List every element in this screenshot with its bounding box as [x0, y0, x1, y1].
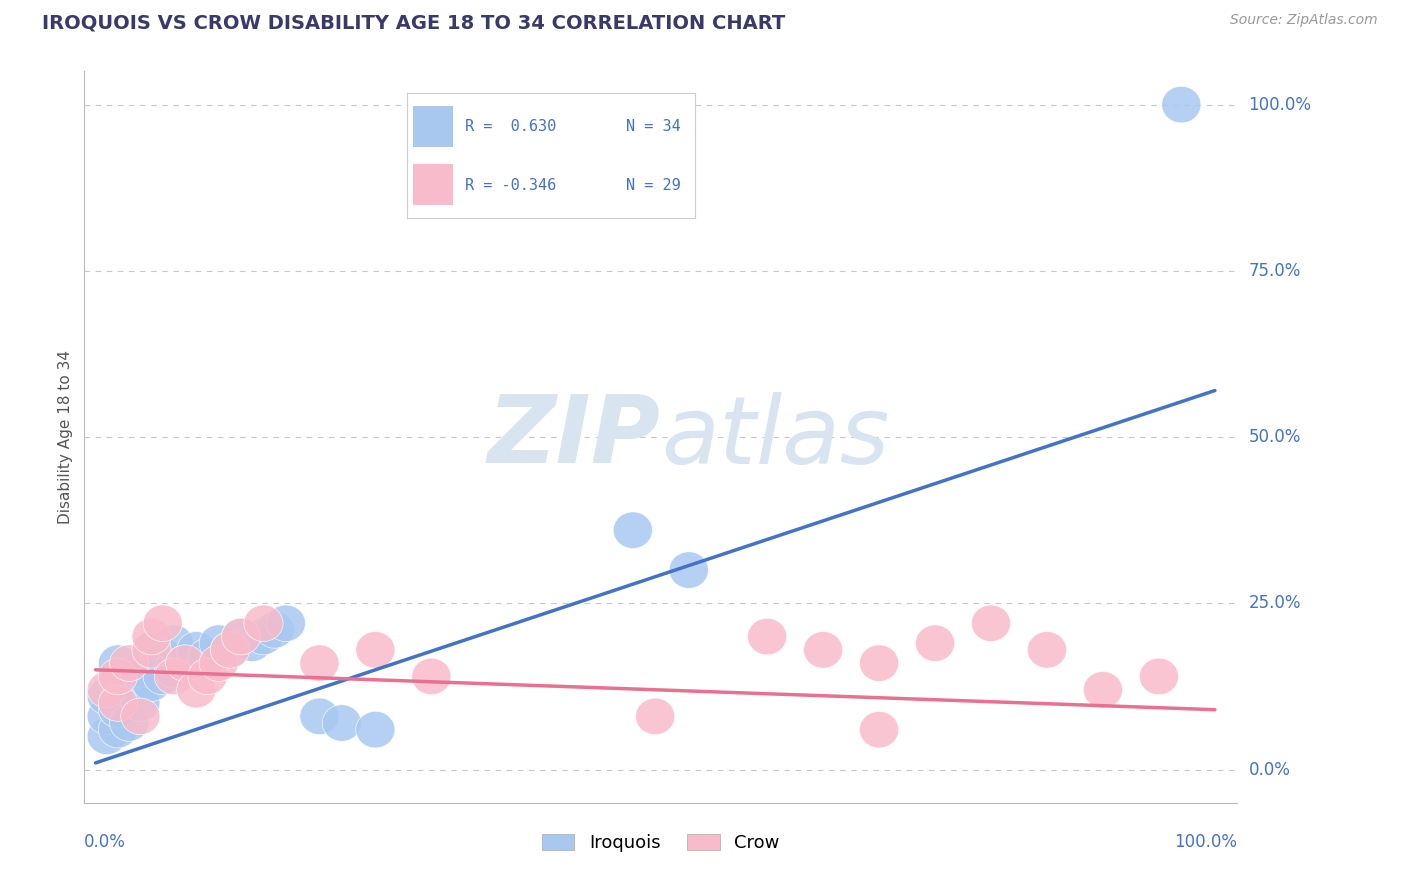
Ellipse shape — [211, 632, 249, 668]
Ellipse shape — [98, 685, 138, 722]
Ellipse shape — [177, 632, 217, 668]
Ellipse shape — [412, 658, 451, 695]
Ellipse shape — [636, 698, 675, 735]
Ellipse shape — [87, 698, 127, 735]
Ellipse shape — [222, 618, 260, 655]
Ellipse shape — [155, 625, 194, 662]
Ellipse shape — [188, 639, 228, 674]
Ellipse shape — [748, 618, 787, 655]
Ellipse shape — [1161, 87, 1201, 123]
Ellipse shape — [232, 625, 271, 662]
Ellipse shape — [356, 632, 395, 668]
Ellipse shape — [110, 645, 149, 681]
Ellipse shape — [121, 698, 160, 735]
Text: 0.0%: 0.0% — [84, 833, 127, 851]
Ellipse shape — [110, 672, 149, 708]
Ellipse shape — [322, 705, 361, 741]
Ellipse shape — [98, 712, 138, 747]
Ellipse shape — [110, 705, 149, 741]
Text: 50.0%: 50.0% — [1249, 428, 1301, 446]
Ellipse shape — [121, 685, 160, 722]
Ellipse shape — [87, 718, 127, 755]
Text: IROQUOIS VS CROW DISABILITY AGE 18 TO 34 CORRELATION CHART: IROQUOIS VS CROW DISABILITY AGE 18 TO 34… — [42, 13, 786, 32]
Ellipse shape — [98, 645, 138, 681]
Ellipse shape — [143, 658, 183, 695]
Ellipse shape — [915, 625, 955, 662]
Ellipse shape — [132, 618, 172, 655]
Ellipse shape — [132, 665, 172, 701]
Ellipse shape — [132, 632, 172, 668]
Ellipse shape — [98, 658, 138, 695]
Ellipse shape — [613, 512, 652, 549]
Ellipse shape — [356, 712, 395, 747]
Text: 100.0%: 100.0% — [1249, 95, 1312, 113]
Ellipse shape — [243, 618, 283, 655]
Text: 75.0%: 75.0% — [1249, 262, 1301, 280]
Ellipse shape — [188, 658, 228, 695]
Ellipse shape — [166, 645, 205, 681]
Text: 100.0%: 100.0% — [1174, 833, 1237, 851]
Ellipse shape — [299, 645, 339, 681]
Ellipse shape — [143, 605, 183, 641]
Ellipse shape — [222, 618, 260, 655]
Ellipse shape — [200, 645, 238, 681]
Ellipse shape — [121, 651, 160, 688]
Ellipse shape — [98, 665, 138, 701]
Ellipse shape — [299, 698, 339, 735]
Ellipse shape — [155, 658, 194, 695]
Ellipse shape — [155, 651, 194, 688]
Ellipse shape — [200, 625, 238, 662]
Ellipse shape — [132, 632, 172, 668]
Text: 0.0%: 0.0% — [1249, 761, 1291, 779]
Ellipse shape — [266, 605, 305, 641]
Ellipse shape — [110, 658, 149, 695]
Ellipse shape — [98, 691, 138, 728]
Ellipse shape — [859, 645, 898, 681]
Text: ZIP: ZIP — [488, 391, 661, 483]
Y-axis label: Disability Age 18 to 34: Disability Age 18 to 34 — [58, 350, 73, 524]
Ellipse shape — [254, 612, 294, 648]
Ellipse shape — [804, 632, 842, 668]
Ellipse shape — [87, 678, 127, 714]
Legend: Iroquois, Crow: Iroquois, Crow — [534, 827, 787, 860]
Ellipse shape — [166, 645, 205, 681]
Ellipse shape — [177, 672, 217, 708]
Ellipse shape — [859, 712, 898, 747]
Ellipse shape — [669, 552, 709, 589]
Ellipse shape — [243, 605, 283, 641]
Ellipse shape — [211, 632, 249, 668]
Ellipse shape — [972, 605, 1011, 641]
Ellipse shape — [143, 639, 183, 674]
Ellipse shape — [1084, 672, 1122, 708]
Text: 25.0%: 25.0% — [1249, 594, 1301, 612]
Ellipse shape — [1139, 658, 1178, 695]
Text: atlas: atlas — [661, 392, 889, 483]
Ellipse shape — [1028, 632, 1067, 668]
Text: Source: ZipAtlas.com: Source: ZipAtlas.com — [1230, 13, 1378, 28]
Ellipse shape — [87, 672, 127, 708]
